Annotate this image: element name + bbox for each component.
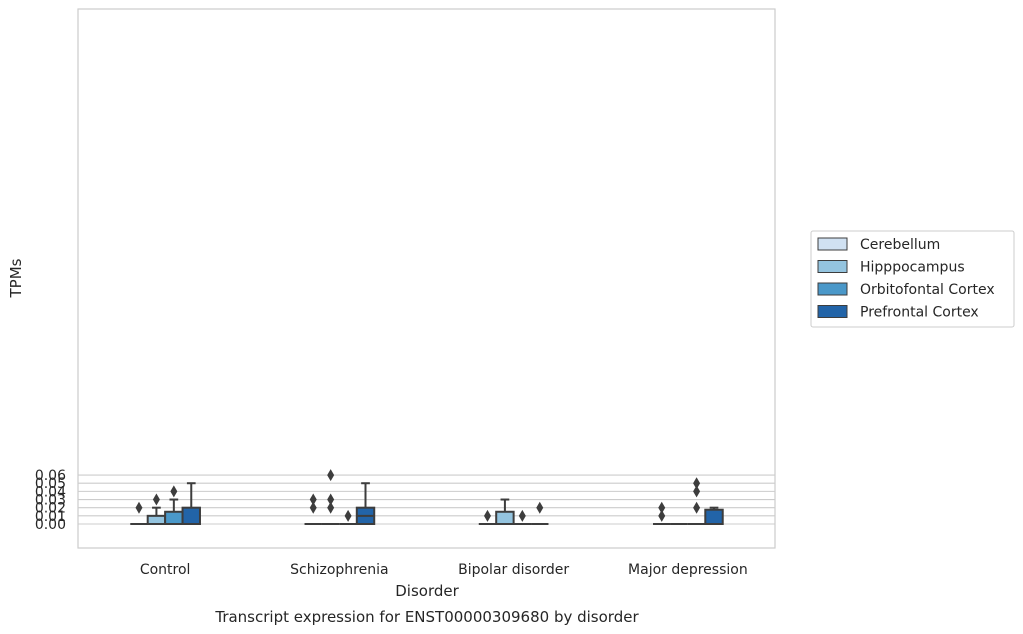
box-body: [164, 510, 184, 525]
box-cerebellum: [478, 509, 497, 525]
box-orbitofontal-cortex: [339, 509, 357, 525]
box-cerebellum: [653, 501, 671, 525]
y-tick-label: 0.01: [35, 509, 66, 525]
chart-title: Transcript expression for ENST0000030968…: [214, 608, 639, 626]
outlier-point: [170, 485, 178, 498]
box-hipppocampus: [321, 469, 340, 525]
box-orbitofontal-cortex: [513, 509, 532, 525]
outlier-point: [344, 509, 352, 522]
y-tick-label: 0.02: [35, 501, 66, 517]
outlier-point: [483, 509, 491, 522]
x-axis-ticks: Control Schizophrenia Bipolar disorder Majo…: [140, 562, 748, 578]
outlier-point: [152, 493, 160, 506]
x-axis-label: Disorder: [395, 582, 459, 600]
box-prefrontal-cortex: [355, 482, 376, 526]
box-prefrontal-cortex: [704, 506, 724, 526]
outlier-point: [658, 501, 666, 514]
box-prefrontal-cortex: [181, 482, 201, 526]
outlier-point: [309, 493, 317, 506]
outlier-point: [693, 501, 701, 514]
y-tick-label: 0.00: [35, 517, 66, 533]
y-axis-ticks: 0.000.010.020.030.040.050.06: [35, 468, 66, 533]
boxes: [130, 469, 724, 526]
legend-swatch: [817, 282, 848, 296]
outlier-point: [693, 485, 701, 498]
outlier-point: [658, 509, 666, 522]
box-prefrontal-cortex: [531, 501, 549, 525]
box-hipppocampus: [495, 498, 515, 525]
x-tick-label: Major depression: [628, 562, 748, 578]
outlier-point: [536, 501, 544, 514]
x-tick-label: Control: [140, 562, 191, 578]
x-tick-label: Schizophrenia: [290, 562, 388, 578]
outlier-point: [309, 501, 317, 514]
legend-label: Hipppocampus: [860, 260, 965, 276]
box-orbitofontal-cortex: [164, 485, 184, 525]
box-body: [704, 508, 724, 526]
legend-label: Prefrontal Cortex: [860, 305, 979, 321]
legend-label: Orbitofontal Cortex: [860, 282, 995, 298]
box-cerebellum: [304, 493, 322, 525]
legend-frame: [810, 230, 1015, 328]
legend-swatch: [817, 237, 848, 251]
box-body: [146, 514, 167, 525]
y-tick-label: 0.05: [35, 476, 66, 492]
plot-area: [77, 8, 776, 549]
legend-label: Cerebellum: [860, 237, 940, 253]
outlier-point: [327, 469, 335, 482]
box-orbitofontal-cortex: [687, 477, 706, 525]
outlier-point: [327, 501, 335, 514]
x-tick-label: Bipolar disorder: [458, 562, 569, 578]
y-tick-label: 0.03: [35, 493, 66, 509]
box-cerebellum: [130, 501, 148, 525]
y-tick-label: 0.06: [35, 468, 66, 484]
legend-swatch: [817, 305, 848, 318]
y-tick-label: 0.04: [35, 484, 66, 500]
outlier-point: [693, 477, 701, 490]
outlier-point: [135, 501, 143, 514]
legend-swatch: [817, 260, 848, 273]
outlier-point: [327, 493, 335, 506]
box-body: [181, 506, 201, 526]
box-body: [495, 510, 515, 525]
legend: Cerebellum Hipppocampus Orbitofontal Corte…: [810, 230, 1015, 328]
y-axis-label: TPMs: [7, 258, 25, 298]
outlier-point: [518, 509, 526, 522]
